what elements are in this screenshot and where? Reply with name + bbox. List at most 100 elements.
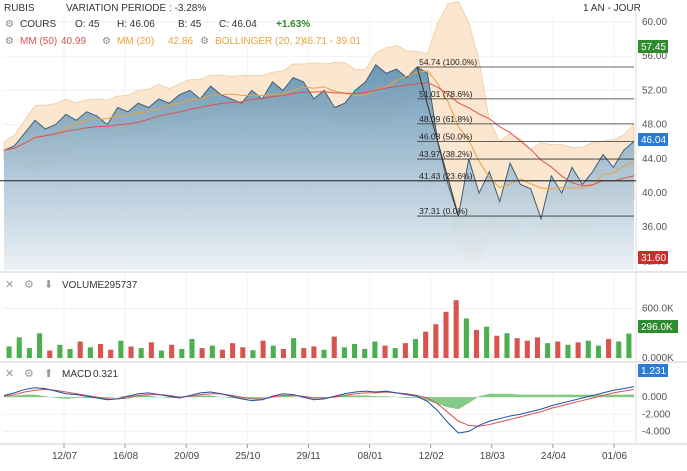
fib-trend-line[interactable]	[416, 66, 459, 217]
volume-bar	[473, 329, 480, 358]
volume-down-arrow-icon[interactable]: ⬇	[44, 279, 53, 291]
cours-label: COURS	[20, 19, 56, 30]
fib-level-label: 48.09 (61.8%)	[419, 114, 473, 124]
x-tick-label: 24/04	[541, 451, 566, 462]
fib-level-label: 46.03 (50.0%)	[419, 131, 473, 141]
fib-level-label: 37.31 (0.0%)	[419, 206, 468, 216]
macd-panel	[3, 386, 635, 434]
fib-level-label: 51.01 (78.6%)	[419, 89, 473, 99]
volume-bar	[219, 349, 226, 358]
x-tick-label: 25/10	[235, 451, 260, 462]
upper-band-badge	[638, 40, 668, 53]
price-y-tick-label: 44.00	[642, 154, 667, 165]
lower-band-badge	[638, 251, 668, 264]
volume-bar	[97, 343, 104, 358]
volume-bar	[484, 326, 490, 358]
volume-bar	[626, 333, 632, 358]
price-line	[3, 64, 635, 221]
volume-bar	[16, 337, 22, 358]
volume-bar	[382, 345, 388, 358]
volume-bar	[412, 339, 419, 358]
volume-bar	[616, 341, 622, 358]
macd-badge	[638, 364, 668, 377]
volume-gear-icon[interactable]: ⚙	[24, 279, 34, 291]
volume-bar	[250, 350, 256, 358]
mm50-gear-icon[interactable]: ⚙	[5, 36, 14, 47]
volume-y-tick-label: 0.000K	[642, 353, 674, 364]
volume-bar	[230, 343, 236, 358]
volume-bar	[494, 335, 500, 358]
macd-value: 0.321	[93, 369, 118, 380]
mm50-line	[3, 82, 635, 187]
x-tick-label: 16/08	[113, 451, 138, 462]
bollinger-gear-icon[interactable]: ⚙	[200, 36, 209, 47]
x-tick-label: 20/09	[174, 451, 199, 462]
fibonacci-retracement[interactable]: 54.74 (100.0%) 51.01 (78.6%) 48.09 (61.8%)…	[0, 57, 636, 217]
volume-bar	[362, 348, 368, 358]
volume-bar	[118, 340, 124, 358]
volume-bar	[26, 348, 32, 358]
volume-bar	[575, 342, 581, 358]
volume-bar	[209, 345, 215, 358]
volume-bar	[179, 348, 185, 358]
volume-bar	[189, 339, 195, 358]
macd-gear-icon[interactable]: ⚙	[24, 368, 34, 380]
volume-bar	[199, 348, 205, 358]
volume-bar	[37, 333, 43, 358]
volume-bar	[301, 348, 307, 358]
volume-bar	[585, 340, 591, 358]
macd-y-tick-label: -4.000	[642, 426, 671, 437]
mm20-line	[3, 70, 635, 190]
volume-bar	[148, 342, 154, 358]
volume-bar	[331, 336, 337, 358]
volume-close-icon[interactable]: ✕	[5, 279, 14, 291]
volume-bar	[311, 346, 317, 358]
volume-bar	[87, 347, 93, 358]
volume-bar	[280, 348, 286, 358]
cours-gear-icon[interactable]: ⚙	[5, 19, 14, 30]
open-value: O: 45	[75, 19, 100, 30]
volume-bar	[321, 349, 327, 358]
macd-badge-text: 1.231	[641, 366, 666, 377]
macd-close-icon[interactable]: ✕	[5, 368, 14, 380]
mm20-value: 42.86	[168, 36, 193, 47]
volume-bar	[57, 344, 63, 358]
macd-signal-line	[3, 388, 635, 427]
mm20-gear-icon[interactable]: ⚙	[102, 36, 111, 47]
volume-bar	[565, 344, 571, 358]
mm50-value: 40.99	[61, 36, 86, 47]
macd-line	[3, 386, 635, 434]
macd-label: MACD	[62, 369, 91, 380]
period-selector[interactable]: 1 AN - JOUR	[583, 3, 641, 14]
volume-bar	[260, 340, 266, 358]
volume-bar	[433, 324, 439, 358]
price-y-tick-label: 60.00	[642, 17, 667, 28]
lower-band-badge-text: 31.60	[641, 253, 666, 264]
price-y-tick-label: 48.00	[642, 120, 667, 131]
volume-bar	[128, 346, 134, 358]
x-tick-label: 08/01	[358, 451, 383, 462]
volume-panel	[6, 300, 632, 358]
volume-bar	[504, 333, 510, 358]
volume-badge-text: 296.0K	[641, 322, 673, 333]
x-tick-label: 12/02	[419, 451, 444, 462]
volume-bar	[77, 341, 83, 358]
x-tick-label: 29/11	[296, 451, 321, 462]
variation-label: VARIATION PERIODE : -3.28%	[66, 3, 206, 14]
volume-bar	[6, 346, 12, 358]
fib-level-label: 43.97 (38.2%)	[419, 149, 473, 159]
change-value: +1.63%	[276, 19, 310, 30]
volume-bar	[240, 347, 246, 358]
volume-bar	[352, 343, 358, 358]
volume-bar	[402, 343, 408, 358]
macd-up-arrow-icon[interactable]: ⬆	[44, 368, 53, 380]
volume-bar	[47, 350, 53, 358]
volume-bar	[443, 311, 449, 358]
bollinger-label: BOLLINGER (20, 2)	[215, 36, 304, 47]
axis-labels: 60.0056.0052.0048.0044.0040.0036.0032.00…	[52, 17, 674, 462]
volume-label: VOLUME	[62, 280, 105, 291]
volume-bar	[555, 341, 561, 358]
volume-bar	[595, 345, 601, 358]
volume-bar	[514, 338, 520, 358]
